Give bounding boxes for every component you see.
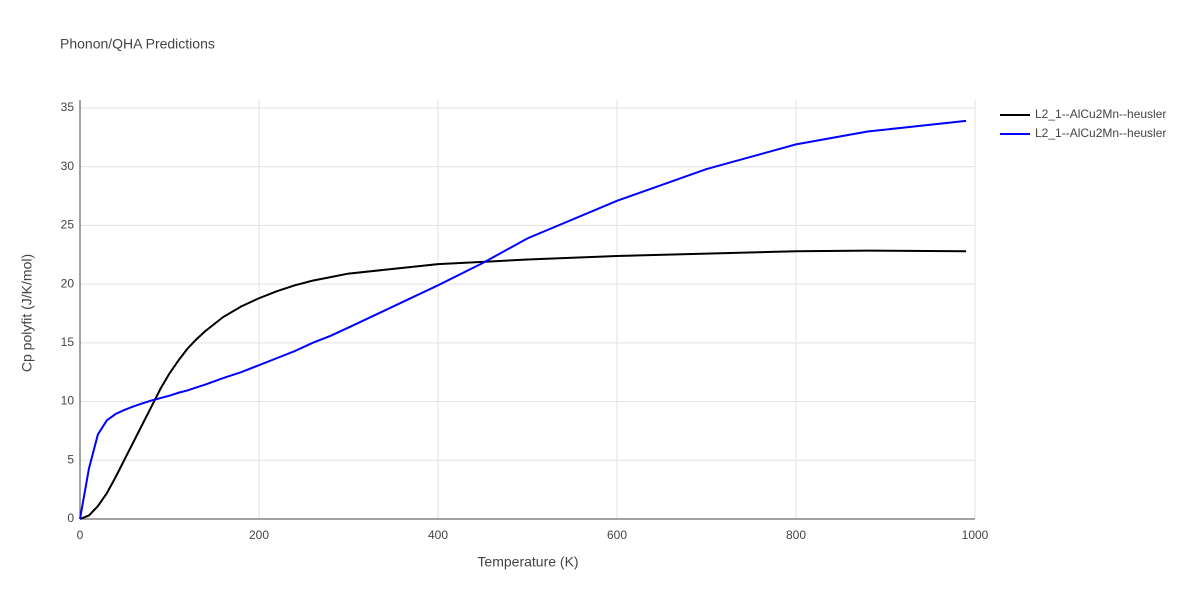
y-tick-label: 10 [61, 394, 75, 408]
x-tick-label: 200 [249, 528, 269, 542]
x-tick-label: 800 [786, 528, 806, 542]
y-tick-label: 35 [61, 100, 75, 114]
legend-label: L2_1--AlCu2Mn--heusler [1035, 107, 1166, 121]
x-tick-label: 600 [607, 528, 627, 542]
y-axis-label: Cp polyfit (J/K/mol) [19, 254, 35, 372]
series-line [79, 249, 967, 520]
y-tick-label: 25 [61, 218, 75, 232]
grid: 0 5 10 15 20 25 30 35 0 200 400 600 800 1000 [61, 100, 989, 542]
y-tick-label: 30 [61, 159, 75, 173]
x-tick-label: 400 [428, 528, 448, 542]
chart-title: Phonon/QHA Predictions [60, 36, 215, 52]
series-line [79, 119, 967, 520]
plot-area [79, 119, 967, 520]
legend-label: L2_1--AlCu2Mn--heusler [1035, 126, 1166, 140]
y-tick-label: 0 [67, 511, 74, 525]
y-tick-label: 15 [61, 335, 75, 349]
x-axis-label: Temperature (K) [477, 554, 578, 570]
y-tick-label: 20 [61, 276, 75, 290]
y-tick-label: 5 [67, 452, 74, 466]
x-tick-label: 0 [77, 528, 84, 542]
x-tick-label: 1000 [962, 528, 989, 542]
legend: L2_1--AlCu2Mn--heusler L2_1--AlCu2Mn--heu… [1000, 107, 1166, 140]
